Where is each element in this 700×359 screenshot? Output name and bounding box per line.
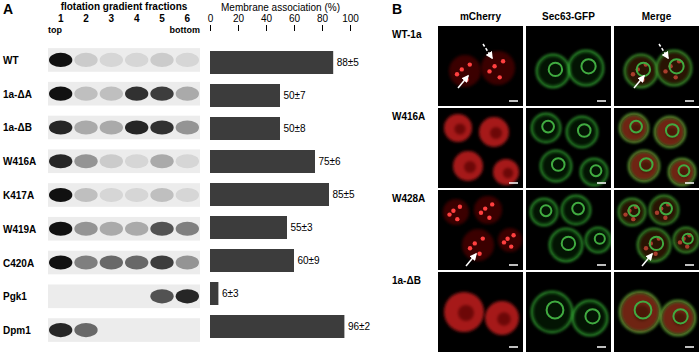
svg-text:K417A: K417A xyxy=(3,190,34,201)
svg-text:6: 6 xyxy=(185,13,191,24)
svg-text:50±8: 50±8 xyxy=(284,123,307,134)
svg-text:4: 4 xyxy=(134,13,140,24)
svg-text:75±6: 75±6 xyxy=(319,156,342,167)
svg-text:Sec63-GFP: Sec63-GFP xyxy=(542,11,595,22)
svg-text:A: A xyxy=(3,1,13,17)
svg-text:60: 60 xyxy=(289,13,301,24)
svg-text:0: 0 xyxy=(208,13,214,24)
svg-text:top: top xyxy=(48,25,62,35)
svg-text:80: 80 xyxy=(317,13,329,24)
svg-text:W419A: W419A xyxy=(3,224,36,235)
svg-text:40: 40 xyxy=(261,13,273,24)
svg-text:100: 100 xyxy=(342,13,359,24)
svg-text:mCherry: mCherry xyxy=(460,11,502,22)
svg-text:50±7: 50±7 xyxy=(284,90,307,101)
svg-text:C420A: C420A xyxy=(3,258,34,269)
svg-text:Merge: Merge xyxy=(642,11,672,22)
svg-text:5: 5 xyxy=(159,13,165,24)
svg-text:2: 2 xyxy=(83,13,89,24)
svg-text:WT: WT xyxy=(3,55,19,66)
svg-text:Membrane association (%): Membrane association (%) xyxy=(221,2,340,13)
svg-text:1: 1 xyxy=(58,13,64,24)
svg-text:96±2: 96±2 xyxy=(348,321,371,332)
svg-text:55±3: 55±3 xyxy=(291,222,314,233)
svg-text:85±5: 85±5 xyxy=(333,189,356,200)
svg-text:88±5: 88±5 xyxy=(337,57,360,68)
svg-text:flotation gradient fractions: flotation gradient fractions xyxy=(61,1,188,12)
svg-text:WT-1a: WT-1a xyxy=(392,29,422,40)
svg-text:1a-ΔB: 1a-ΔB xyxy=(392,275,421,286)
svg-text:Pgk1: Pgk1 xyxy=(3,291,27,302)
svg-text:60±9: 60±9 xyxy=(298,255,321,266)
svg-text:bottom: bottom xyxy=(170,25,201,35)
svg-text:W416A: W416A xyxy=(3,156,36,167)
svg-text:6±3: 6±3 xyxy=(222,288,239,299)
svg-text:W416A: W416A xyxy=(392,111,425,122)
svg-text:20: 20 xyxy=(233,13,245,24)
svg-text:Dpm1: Dpm1 xyxy=(3,325,31,336)
svg-text:1a-ΔB: 1a-ΔB xyxy=(3,122,32,133)
svg-text:1a-ΔA: 1a-ΔA xyxy=(3,89,32,100)
svg-text:3: 3 xyxy=(109,13,115,24)
svg-text:W428A: W428A xyxy=(392,193,425,204)
svg-text:B: B xyxy=(392,1,402,17)
